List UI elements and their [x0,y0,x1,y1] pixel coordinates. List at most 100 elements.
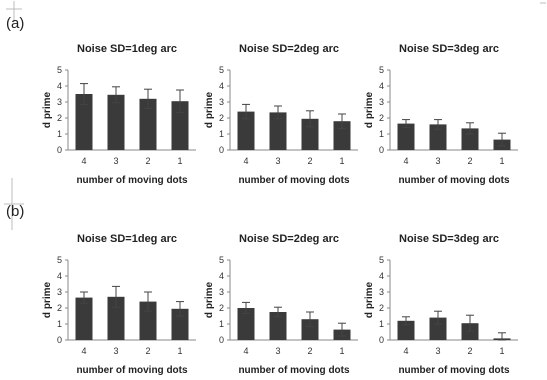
bar-3 [107,296,125,340]
x-tick-label: 4 [243,156,248,166]
x-tick-label: 1 [177,156,182,166]
x-tick-label: 4 [81,156,86,166]
bar-4 [397,123,415,150]
bar-4 [75,94,93,150]
y-tick-label: 1 [379,129,384,139]
chart-2: Noise SD=2deg arc 0 1 2 3 4 5 d prime 4 3 2 1 number… [204,43,358,186]
y-tick-label: 4 [379,81,384,91]
y-tick-label: 1 [57,319,62,329]
bar-4 [397,320,415,340]
bar-1 [333,121,351,150]
x-tick-label: 2 [467,156,472,166]
panel-label-a: (a) [6,15,24,32]
y-tick-label: 3 [219,97,224,107]
x-tick-label: 1 [499,156,504,166]
bar-3 [429,124,447,150]
x-tick-label: 4 [403,346,408,356]
x-axis-label: number of moving dots [398,365,510,376]
x-tick-label: 4 [243,346,248,356]
x-tick-label: 2 [145,346,150,356]
y-tick-label: 2 [57,113,62,123]
x-tick-label: 3 [113,156,118,166]
y-tick-label: 2 [379,303,384,313]
x-tick-label: 3 [435,346,440,356]
y-tick-label: 1 [379,319,384,329]
x-tick-label: 3 [113,346,118,356]
x-tick-label: 1 [177,346,182,356]
x-tick-label: 1 [339,346,344,356]
chart-5: Noise SD=2deg arc 0 1 2 3 4 5 d prime 4 3 2 1 number… [204,233,358,376]
y-tick-label: 0 [219,145,224,155]
x-axis-label: number of moving dots [76,175,188,186]
y-tick-label: 3 [57,287,62,297]
y-axis-label: d prime [204,282,215,319]
chart-title: Noise SD=2deg arc [239,43,339,55]
x-tick-label: 2 [145,156,150,166]
y-tick-label: 0 [219,335,224,345]
y-axis-label: d prime [42,92,53,129]
y-axis-label: d prime [364,282,375,319]
y-tick-label: 3 [57,97,62,107]
y-tick-label: 2 [379,113,384,123]
x-tick-label: 2 [307,346,312,356]
y-tick-label: 5 [379,255,384,265]
chart-title: Noise SD=1deg arc [77,43,177,55]
y-tick-label: 3 [379,287,384,297]
y-tick-label: 2 [57,303,62,313]
bar-3 [269,112,287,150]
x-tick-label: 2 [467,346,472,356]
x-tick-label: 3 [275,346,280,356]
x-tick-label: 4 [81,346,86,356]
x-axis-label: number of moving dots [238,365,350,376]
x-tick-label: 1 [499,346,504,356]
y-tick-label: 0 [379,335,384,345]
x-tick-label: 3 [275,156,280,166]
bar-4 [237,111,255,150]
bar-1 [171,308,189,340]
y-tick-label: 3 [379,97,384,107]
y-tick-label: 4 [57,271,62,281]
y-tick-label: 5 [57,255,62,265]
y-tick-label: 5 [219,65,224,75]
x-tick-label: 3 [435,156,440,166]
bar-2 [301,319,319,340]
y-tick-label: 4 [57,81,62,91]
y-axis-label: d prime [364,92,375,129]
y-tick-label: 5 [379,65,384,75]
bar-4 [237,308,255,340]
chart-title: Noise SD=3deg arc [399,233,499,245]
y-tick-label: 0 [57,335,62,345]
chart-3: Noise SD=3deg arc 0 1 2 3 4 5 d prime 4 3 2 1 number… [364,43,518,186]
x-axis-label: number of moving dots [238,175,350,186]
x-tick-label: 2 [307,156,312,166]
x-axis-label: number of moving dots [76,365,188,376]
bar-3 [269,312,287,340]
y-tick-label: 1 [219,319,224,329]
bar-4 [75,297,93,340]
y-tick-label: 2 [219,113,224,123]
y-tick-label: 4 [219,81,224,91]
chart-title: Noise SD=1deg arc [77,233,177,245]
y-tick-label: 1 [57,129,62,139]
y-tick-label: 4 [219,271,224,281]
y-tick-label: 4 [379,271,384,281]
bar-2 [461,128,479,150]
bar-1 [171,101,189,150]
chart-1: Noise SD=1deg arc 0 1 2 3 4 5 d prime 4 3 2 1 number… [42,43,196,186]
y-tick-label: 0 [57,145,62,155]
chart-4: Noise SD=1deg arc 0 1 2 3 4 5 d prime 4 3 2 1 number… [42,233,196,376]
crop-marks [4,1,546,230]
y-axis-label: d prime [204,92,215,129]
y-tick-label: 0 [379,145,384,155]
panel-label-b: (b) [6,203,24,220]
y-tick-label: 3 [219,287,224,297]
y-tick-label: 5 [57,65,62,75]
bar-2 [139,301,157,340]
chart-title: Noise SD=3deg arc [399,43,499,55]
y-tick-label: 5 [219,255,224,265]
bar-3 [107,94,125,150]
bar-3 [429,317,447,340]
y-axis-label: d prime [42,282,53,319]
chart-title: Noise SD=2deg arc [239,233,339,245]
